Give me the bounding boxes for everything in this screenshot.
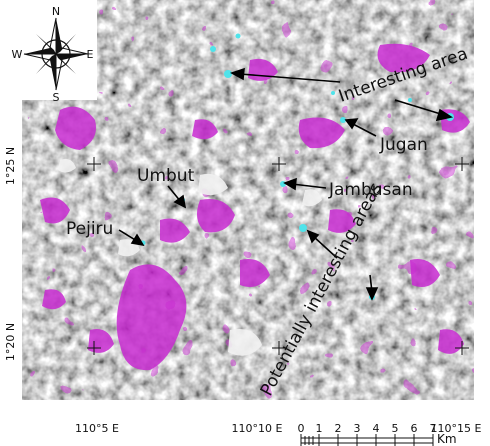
- scale-tick-label: 7: [430, 422, 437, 435]
- scale-tick-label: 3: [354, 422, 361, 435]
- graticule-marks: [87, 157, 469, 355]
- longitude-label-right: 110°15 E: [431, 422, 482, 435]
- annotation-arrows: [118, 67, 454, 301]
- compass-south-label: S: [53, 91, 60, 104]
- scale-tick-label: 5: [392, 422, 399, 435]
- bright-patches: [58, 159, 322, 356]
- latitude-label-top: 1°25 N: [4, 147, 17, 185]
- terrain-image: [22, 0, 474, 400]
- latitude-label-bottom: 1°20 N: [4, 323, 17, 361]
- scale-tick-label: 0: [298, 422, 305, 435]
- scale-tick-label: 2: [335, 422, 342, 435]
- compass-rose: [23, 17, 89, 91]
- scale-tick-label: 4: [373, 422, 380, 435]
- compass-north-label: N: [52, 5, 60, 18]
- scale-unit-label: Km: [437, 432, 457, 446]
- place-label-pejiru: Pejiru: [66, 219, 113, 239]
- scale-tick-label: 1: [316, 422, 323, 435]
- longitude-label-mid: 110°10 E: [232, 422, 283, 435]
- scale-tick-label: 6: [411, 422, 418, 435]
- place-label-jugan: Jugan: [379, 135, 428, 155]
- compass-west-label: W: [12, 48, 23, 61]
- place-label-umbut: Umbut: [137, 166, 195, 186]
- magenta-clusters: [40, 43, 470, 371]
- place-label-jambusan: Jambusan: [328, 180, 413, 200]
- compass-east-label: E: [87, 48, 94, 61]
- longitude-label-left: 110°5 E: [75, 422, 119, 435]
